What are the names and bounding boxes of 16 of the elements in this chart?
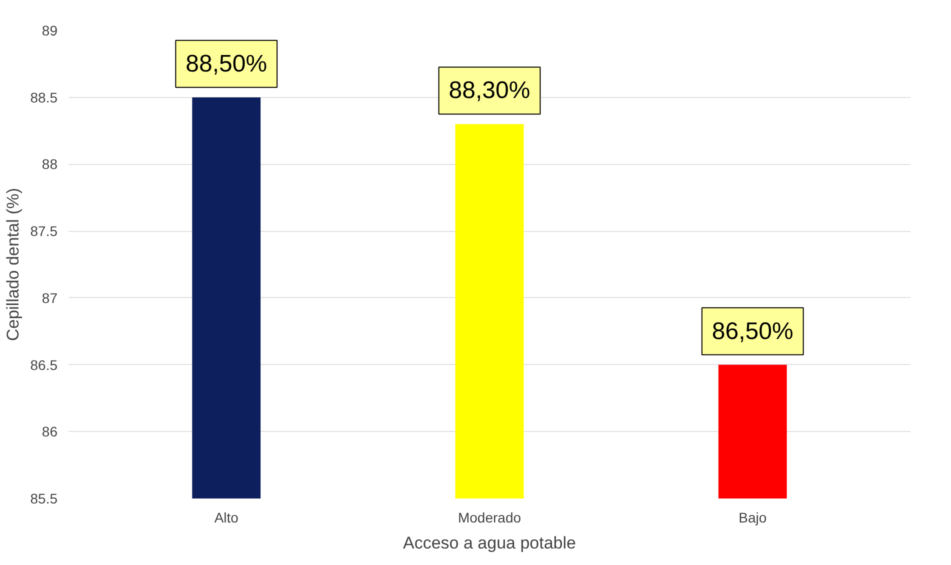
y-tick-label: 86 <box>42 424 58 440</box>
y-tick-label: 85.5 <box>30 490 58 506</box>
y-tick-label: 89 <box>42 22 58 38</box>
y-tick-label: 87 <box>42 290 58 306</box>
x-axis-title: Acceso a agua potable <box>403 534 576 552</box>
data-label: 88,30% <box>448 77 530 104</box>
x-tick-label: Alto <box>214 510 239 526</box>
x-tick-label: Moderado <box>458 510 522 526</box>
x-tick-label: Bajo <box>738 510 767 526</box>
y-tick-label: 86.5 <box>30 356 58 373</box>
data-label: 88,50% <box>186 50 268 78</box>
y-tick-label: 88 <box>42 156 58 172</box>
y-tick-label: 88.5 <box>30 89 58 106</box>
data-label: 86,50% <box>712 318 794 345</box>
y-tick-label: 87.5 <box>30 223 58 240</box>
y-axis-title: Cepillado dental (%) <box>3 188 22 342</box>
